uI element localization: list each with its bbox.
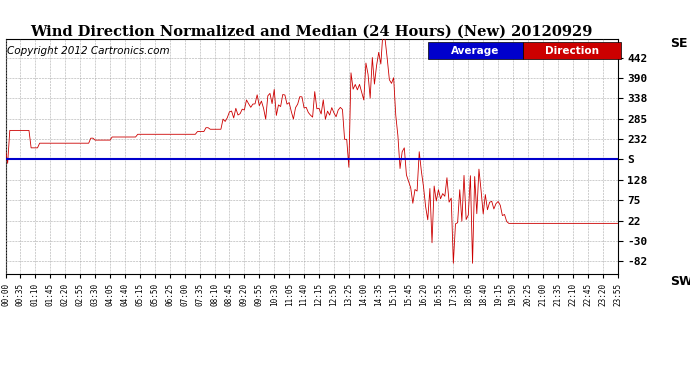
Text: Copyright 2012 Cartronics.com: Copyright 2012 Cartronics.com xyxy=(7,46,169,56)
Text: SW: SW xyxy=(670,274,690,288)
Title: Wind Direction Normalized and Median (24 Hours) (New) 20120929: Wind Direction Normalized and Median (24… xyxy=(30,24,593,38)
Text: Average: Average xyxy=(451,46,499,56)
FancyBboxPatch shape xyxy=(428,42,523,59)
Text: Direction: Direction xyxy=(544,46,599,56)
Text: SE: SE xyxy=(670,37,688,50)
FancyBboxPatch shape xyxy=(523,42,620,59)
